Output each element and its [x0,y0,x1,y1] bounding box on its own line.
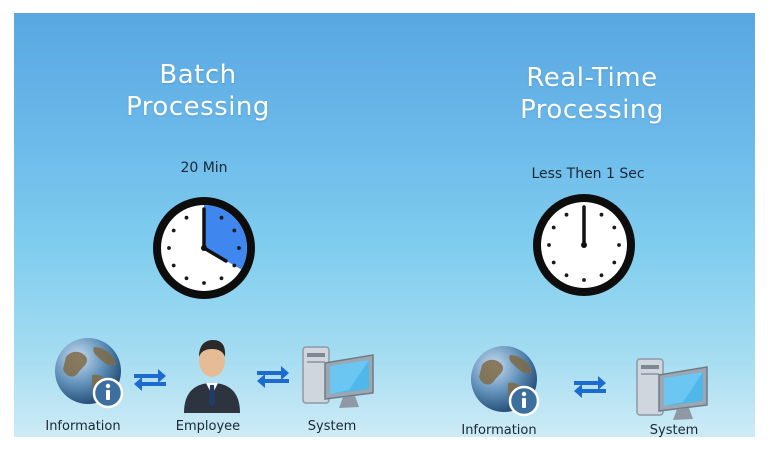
realtime-globe-info-icon [471,346,540,417]
realtime-clock-tick-dot [551,260,556,265]
realtime-clock-icon [533,194,635,296]
realtime-clock-tick-dot [564,212,569,217]
realtime-clock-tick-dot [599,273,604,278]
batch-clock-tick-dot [219,215,224,220]
batch-clock-icon [153,197,255,299]
batch-clock-hour-hand [202,246,228,263]
batch-clock-tick-dot [171,228,176,233]
batch-system-label: System [307,419,357,434]
realtime-clock-tick-dot [551,225,556,230]
batch-title: Batch Processing [126,60,270,122]
batch-clock-tick-dot [184,215,189,220]
realtime-information-label: Information [461,423,537,437]
realtime-clock-tick-dot [564,273,569,278]
realtime-clock-tick-dot [612,260,617,265]
batch-employee-label: Employee [175,419,241,434]
realtime-clock-tick-dot [612,225,617,230]
batch-clock-tick-dot [167,246,171,250]
batch-employee-icon [184,340,240,413]
batch-exchange-arrows-icon-1 [134,369,166,391]
realtime-clock-tick-dot [617,243,621,247]
batch-globe-info-icon [55,338,124,409]
batch-time-label: 20 Min [180,160,228,176]
realtime-clock-tick-dot [547,243,551,247]
batch-exchange-arrows-icon-2 [257,366,289,388]
realtime-clock-tick-dot [599,212,604,217]
batch-clock-tick-dot [219,276,224,281]
batch-clock-tick-dot [184,276,189,281]
batch-clock-tick-dot [171,263,176,268]
realtime-clock-tick-dot [582,278,586,282]
batch-clock-tick-dot [202,281,206,285]
batch-clock-tick-dot [232,228,237,233]
batch-clock-tick-dot [232,263,237,268]
realtime-exchange-arrows-icon [574,376,606,398]
slide: Batch Processing 20 Min [14,13,755,437]
realtime-system-label: System [649,423,699,437]
realtime-computer-icon [636,358,708,420]
batch-clock-tick-dot [237,246,241,250]
realtime-time-label: Less Then 1 Sec [531,166,645,182]
realtime-title: Real-Time Processing [520,63,664,125]
batch-information-label: Information [45,419,121,434]
batch-computer-icon [302,346,374,408]
